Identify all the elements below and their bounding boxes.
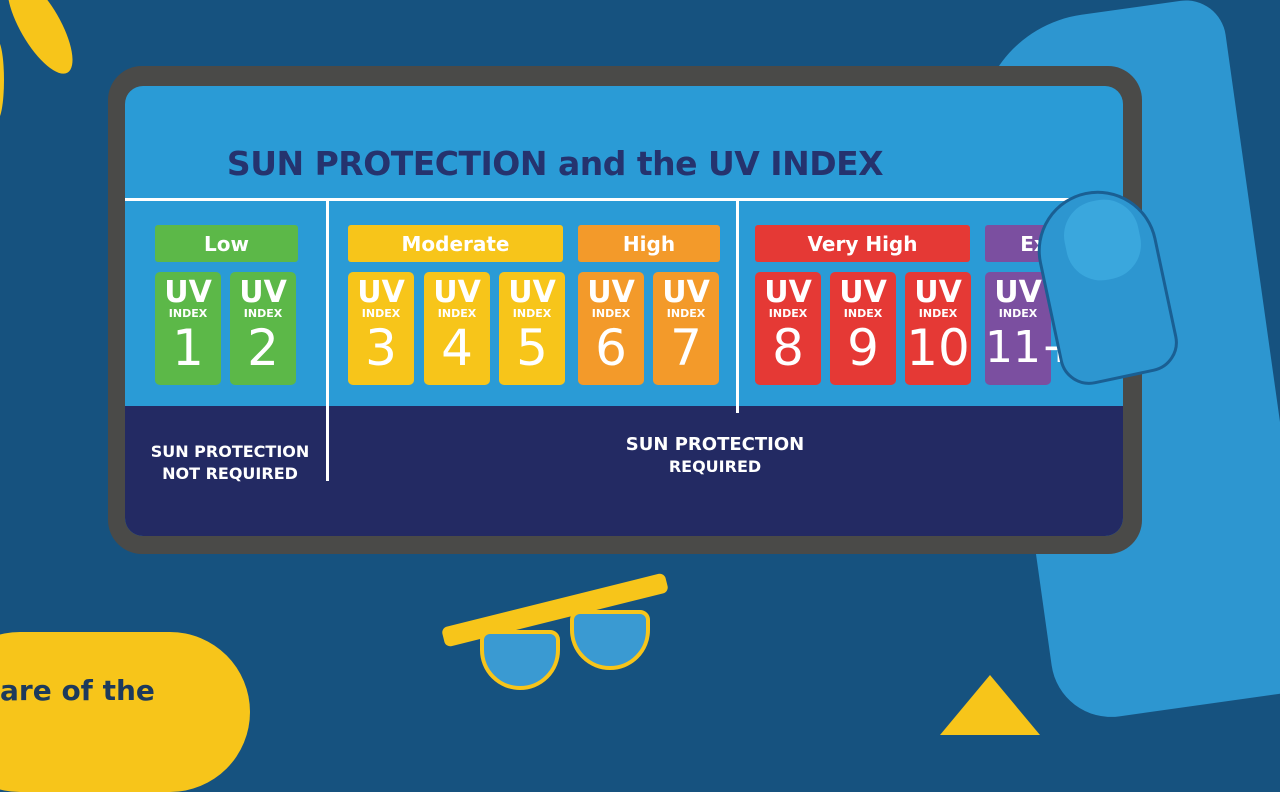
- uv-text: UV: [508, 275, 556, 310]
- uv-value: 2: [247, 319, 279, 377]
- uv-text: UV: [239, 275, 287, 310]
- index-text: INDEX: [591, 307, 631, 320]
- index-text: INDEX: [512, 307, 552, 320]
- uv-value: 4: [441, 319, 473, 377]
- index-text: INDEX: [243, 307, 283, 320]
- uv-value: 11+: [985, 322, 1078, 373]
- uv-index-tile: UV INDEX 3: [348, 272, 414, 385]
- uv-text: UV: [764, 275, 812, 310]
- index-text: INDEX: [437, 307, 477, 320]
- index-text: INDEX: [843, 307, 883, 320]
- info-bubble: [0, 632, 250, 792]
- uv-text: UV: [839, 275, 887, 310]
- uv-value: 7: [670, 319, 702, 377]
- uv-text: UV: [587, 275, 635, 310]
- divider: [125, 198, 1123, 201]
- uv-text: UV: [662, 275, 710, 310]
- sun-ray: [0, 40, 4, 120]
- phone-screen: SUN PROTECTION and the UV INDEX Low UV IND…: [125, 86, 1123, 536]
- bottom-text: are of the: [0, 674, 155, 707]
- index-text: INDEX: [918, 307, 958, 320]
- category-label: Low: [155, 225, 298, 262]
- uv-value: 5: [516, 319, 548, 377]
- uv-index-tile: UV INDEX 6: [578, 272, 644, 385]
- uv-value: 3: [365, 319, 397, 377]
- uv-value: 9: [847, 319, 879, 377]
- divider: [736, 198, 739, 413]
- uv-text: UV: [164, 275, 212, 310]
- note-line: NOT REQUIRED: [162, 464, 298, 483]
- uv-index-tile: UV INDEX 2: [230, 272, 296, 385]
- divider: [326, 198, 329, 481]
- uv-value: 6: [595, 319, 627, 377]
- category-label: Very High: [755, 225, 970, 262]
- uv-index-tile: UV INDEX 11+: [985, 272, 1078, 385]
- uv-text: UV: [914, 275, 962, 310]
- note-line: SUN PROTECTION: [150, 442, 310, 461]
- uv-value: 10: [906, 319, 970, 377]
- uv-index-tile: UV INDEX 8: [755, 272, 821, 385]
- uv-index-tile: UV INDEX 10: [905, 272, 971, 385]
- required-note: SUN PROTECTION REQUIRED: [615, 434, 815, 478]
- index-text: INDEX: [768, 307, 808, 320]
- sun-ray: [0, 0, 85, 83]
- index-text: INDEX: [168, 307, 208, 320]
- category-label: High: [578, 225, 720, 262]
- index-text: INDEX: [998, 307, 1038, 320]
- uv-value: 1: [172, 319, 204, 377]
- protection-band: [125, 406, 1123, 536]
- uv-text: UV: [433, 275, 481, 310]
- chart-title: SUN PROTECTION and the UV INDEX: [226, 144, 884, 183]
- sunglasses: [440, 572, 670, 690]
- category-label: Moderate: [348, 225, 563, 262]
- uv-index-tile: UV INDEX 4: [424, 272, 490, 385]
- uv-text: UV: [357, 275, 405, 310]
- uv-index-tile: UV INDEX 7: [653, 272, 719, 385]
- uv-index-tile: UV INDEX 9: [830, 272, 896, 385]
- index-text: INDEX: [666, 307, 706, 320]
- warning-shape: [940, 675, 1040, 735]
- uv-index-tile: UV INDEX 5: [499, 272, 565, 385]
- uv-value: 8: [772, 319, 804, 377]
- uv-text: UV: [994, 275, 1042, 310]
- index-text: INDEX: [361, 307, 401, 320]
- note-line: REQUIRED: [668, 457, 762, 476]
- uv-index-tile: UV INDEX 1: [155, 272, 221, 385]
- not-required-note: SUN PROTECTION NOT REQUIRED: [135, 441, 325, 485]
- note-line: SUN PROTECTION: [625, 434, 805, 455]
